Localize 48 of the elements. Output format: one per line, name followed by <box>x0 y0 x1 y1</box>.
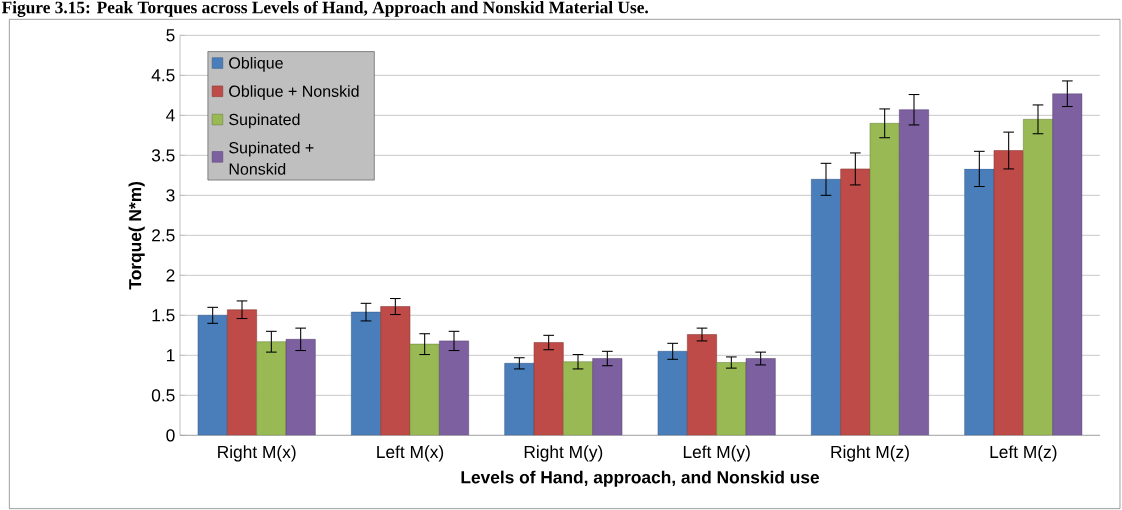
legend-label: Supinated <box>229 113 300 129</box>
y-tick-label: 4 <box>166 109 175 122</box>
chart-title: Figure 3.15: Peak Torques across Levels of Hand, Approach and Nonskid Material Use. <box>1 0 648 17</box>
y-tick-label: 0 <box>166 429 175 442</box>
x-tick-label: Left M(y) <box>683 445 750 462</box>
bar <box>657 351 688 436</box>
bar <box>256 341 287 436</box>
x-tick-label: Right M(x) <box>218 445 296 462</box>
legend-label: Oblique <box>229 56 283 72</box>
bar <box>745 358 776 436</box>
bar <box>533 342 564 436</box>
y-tick-label: 4.5 <box>151 69 175 82</box>
bar <box>964 168 995 436</box>
x-tick-label: Left M(z) <box>990 445 1057 462</box>
bar <box>1023 119 1053 436</box>
bar <box>687 334 717 436</box>
y-tick-label: 2.5 <box>152 229 175 242</box>
y-tick-label: 5 <box>166 29 175 42</box>
y-tick-label: 3.5 <box>151 149 175 162</box>
bar <box>504 363 535 436</box>
bar <box>439 340 469 436</box>
y-tick-label: 2 <box>166 269 175 282</box>
bar <box>716 362 747 436</box>
bar <box>840 168 871 436</box>
bar <box>351 311 381 436</box>
x-tick-label: Right M(z) <box>831 445 909 462</box>
legend-label: Supinated + Nonskid <box>229 141 314 175</box>
bar <box>869 123 900 436</box>
bar <box>592 358 623 436</box>
bar <box>899 109 929 436</box>
legend-label: Oblique + Nonskid <box>229 85 359 101</box>
y-tick-label: 1.5 <box>152 309 175 322</box>
x-axis-title: Levels of Hand, approach, and Nonskid use <box>461 470 820 487</box>
bar <box>285 339 316 436</box>
bar <box>227 309 257 436</box>
y-tick-label: 0.5 <box>151 389 175 402</box>
x-tick-label: Left M(x) <box>377 445 444 462</box>
y-tick-label: 1 <box>166 349 175 362</box>
bar <box>1052 93 1083 436</box>
bar <box>380 306 411 436</box>
y-axis-title: Torque( N*m) <box>128 181 145 290</box>
y-tick-label: 3 <box>166 189 175 202</box>
bar <box>197 315 228 436</box>
x-tick-label: Right M(y) <box>524 445 603 462</box>
bar <box>993 150 1024 436</box>
bar <box>563 361 593 436</box>
bar <box>811 179 841 436</box>
bar <box>409 343 440 436</box>
